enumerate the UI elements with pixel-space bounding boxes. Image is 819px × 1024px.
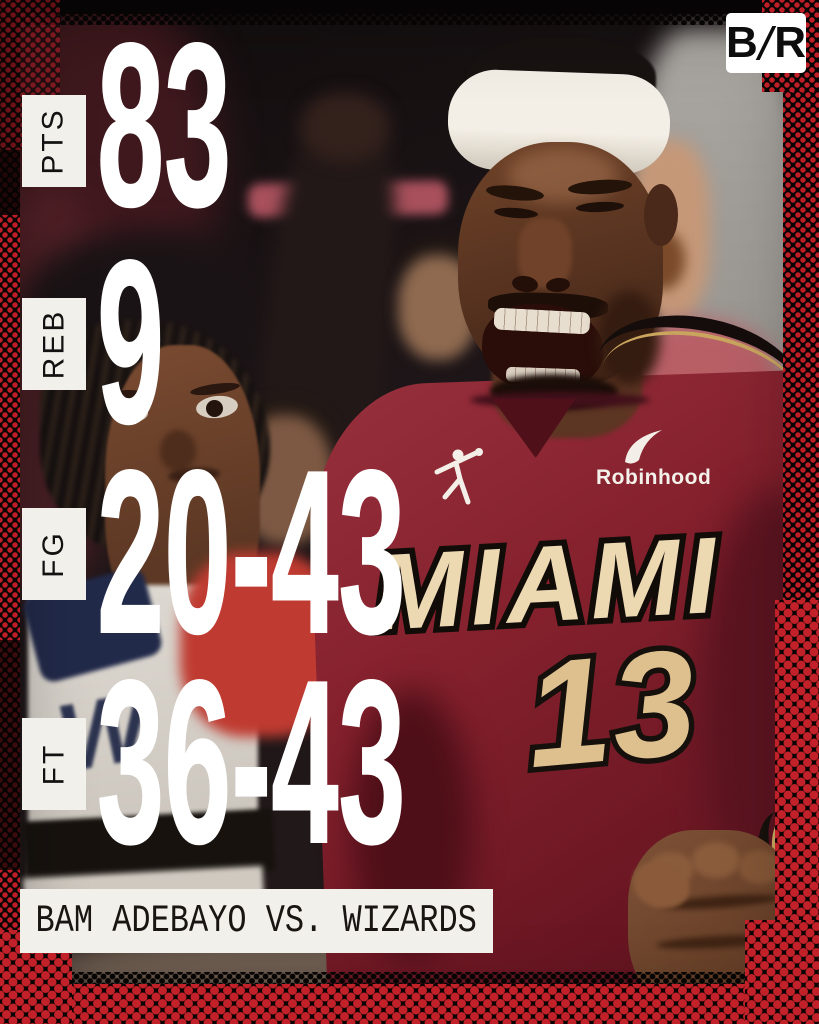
caption-text: BAM ADEBAYO VS. WIZARDS (35, 899, 478, 943)
stat-label-reb: REB (22, 298, 86, 390)
wizards-player-pupil-right (206, 400, 223, 417)
border-left-black-patch-2 (0, 640, 20, 870)
stat-value-reb: 9 (96, 213, 165, 472)
stat-label-fg: FG (22, 508, 86, 600)
robinhood-wordmark: Robinhood (596, 466, 712, 489)
border-top-ragged-edge (0, 14, 819, 25)
br-logo-letter-r: R (774, 18, 806, 67)
bam-jaw-shadow (598, 291, 660, 386)
stat-label-fg-text: FG (36, 530, 70, 578)
svg-text:MIAMI: MIAMI (371, 514, 725, 653)
jersey-team-wordmark: MIAMI (365, 508, 731, 659)
br-logo-letter-b: B (726, 18, 758, 67)
bam-ear-right (644, 184, 678, 246)
stat-label-pts-text: PTS (37, 107, 71, 175)
caption-banner: BAM ADEBAYO VS. WIZARDS (20, 889, 493, 953)
wizards-player-nose-shadow (160, 430, 196, 472)
stat-label-reb-text: REB (37, 308, 70, 380)
stat-label-ft: FT (22, 718, 86, 810)
bam-knuckle-2 (692, 842, 740, 878)
jersey-number: 13 (514, 611, 710, 804)
border-corner-bottom-right (745, 920, 819, 1024)
stat-value-pts: 83 (96, 0, 232, 255)
stat-value-fg: 20-43 (96, 423, 406, 682)
bam-knuckle-3 (738, 850, 782, 884)
wizards-player-brow-left (112, 390, 146, 399)
border-bottom (0, 984, 819, 1024)
stat-value-ft: 36-43 (96, 633, 406, 892)
wizards-player-pupil-left (124, 407, 137, 421)
stat-label-ft-text: FT (37, 742, 70, 786)
br-logo: B R (726, 13, 806, 73)
stat-label-pts: PTS (22, 95, 86, 187)
fan-hand-blur (300, 92, 390, 162)
border-bottom-ragged-edge (0, 972, 819, 986)
jumpman-icon (434, 448, 483, 505)
border-top (0, 0, 819, 14)
svg-text:13: 13 (519, 617, 704, 799)
robinhood-feather-icon (625, 430, 662, 464)
